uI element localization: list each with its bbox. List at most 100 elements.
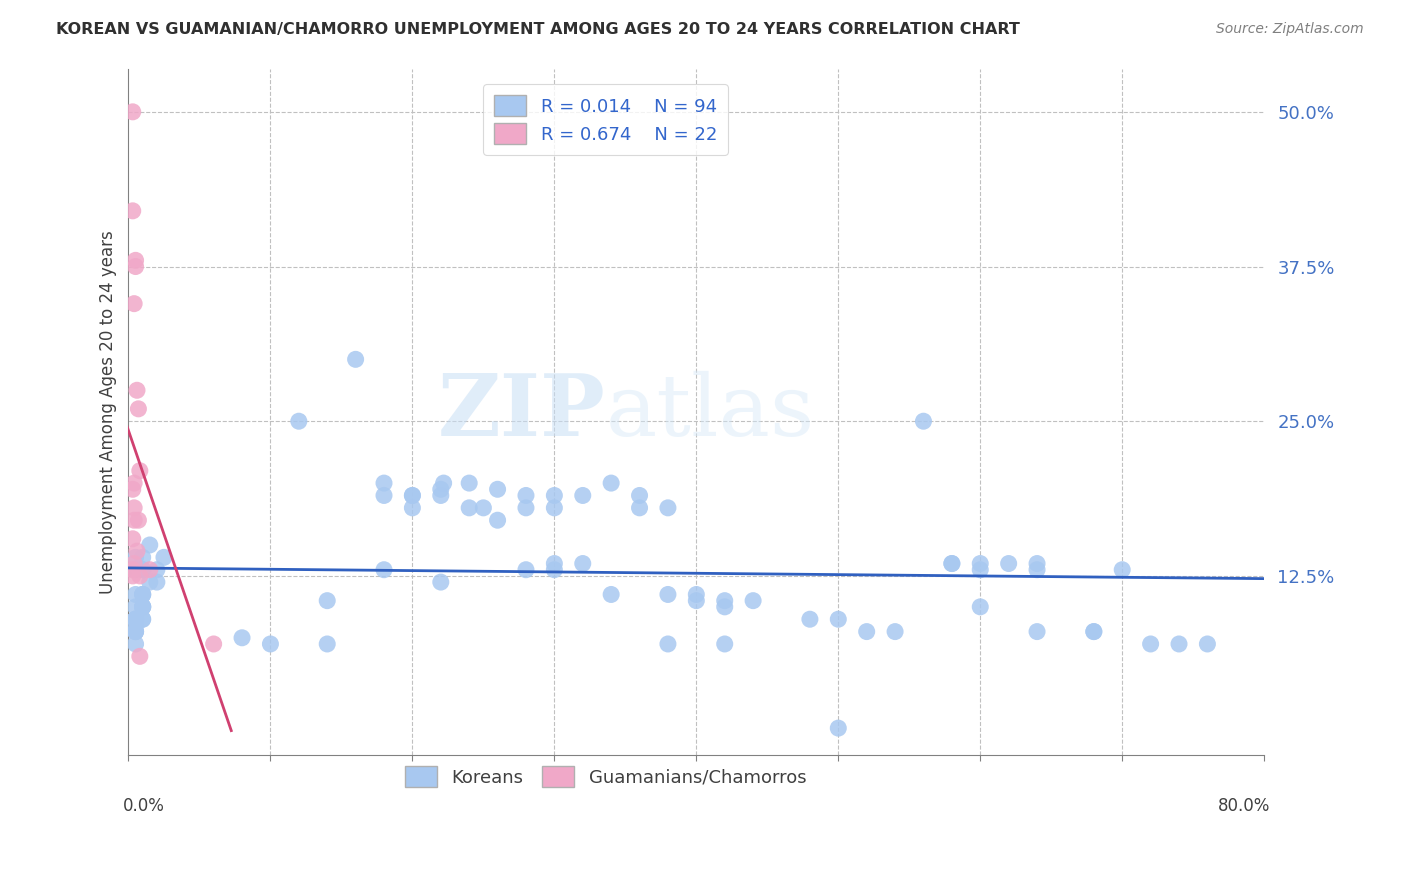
Point	[146, 563, 169, 577]
Point	[458, 476, 481, 491]
Point	[543, 500, 565, 515]
Point	[124, 253, 146, 268]
Point	[1197, 637, 1219, 651]
Point	[125, 544, 148, 558]
Point	[128, 464, 150, 478]
Point	[122, 500, 145, 515]
Text: ZIP: ZIP	[437, 370, 606, 454]
Y-axis label: Unemployment Among Ages 20 to 24 years: Unemployment Among Ages 20 to 24 years	[100, 230, 117, 594]
Point	[472, 500, 495, 515]
Point	[401, 488, 423, 502]
Point	[131, 599, 153, 614]
Point	[373, 476, 395, 491]
Point	[543, 557, 565, 571]
Point	[131, 563, 153, 577]
Point	[827, 721, 849, 735]
Point	[1026, 557, 1049, 571]
Point	[657, 587, 679, 601]
Point	[430, 575, 453, 590]
Point	[124, 637, 146, 651]
Point	[127, 401, 149, 416]
Point	[742, 593, 765, 607]
Point	[1026, 563, 1049, 577]
Point	[131, 612, 153, 626]
Point	[124, 563, 146, 577]
Point	[146, 575, 169, 590]
Point	[153, 550, 176, 565]
Point	[430, 483, 453, 497]
Point	[713, 599, 735, 614]
Point	[122, 296, 145, 310]
Point	[543, 563, 565, 577]
Point	[1111, 563, 1133, 577]
Point	[131, 612, 153, 626]
Point	[131, 587, 153, 601]
Point	[131, 563, 153, 577]
Point	[430, 488, 453, 502]
Point	[124, 612, 146, 626]
Point	[124, 550, 146, 565]
Point	[124, 260, 146, 274]
Point	[628, 488, 651, 502]
Text: KOREAN VS GUAMANIAN/CHAMORRO UNEMPLOYMENT AMONG AGES 20 TO 24 YEARS CORRELATION : KOREAN VS GUAMANIAN/CHAMORRO UNEMPLOYMEN…	[56, 22, 1021, 37]
Point	[401, 500, 423, 515]
Point	[969, 563, 991, 577]
Point	[124, 624, 146, 639]
Point	[969, 557, 991, 571]
Point	[685, 593, 707, 607]
Point	[1083, 624, 1105, 639]
Text: atlas: atlas	[606, 370, 814, 453]
Point	[121, 532, 143, 546]
Point	[125, 384, 148, 398]
Point	[799, 612, 821, 626]
Point	[139, 575, 162, 590]
Point	[884, 624, 907, 639]
Point	[122, 513, 145, 527]
Point	[713, 637, 735, 651]
Point	[1026, 624, 1049, 639]
Point	[433, 476, 456, 491]
Point	[121, 563, 143, 577]
Point	[515, 488, 537, 502]
Point	[316, 637, 339, 651]
Point	[131, 599, 153, 614]
Point	[139, 563, 162, 577]
Point	[124, 587, 146, 601]
Point	[124, 599, 146, 614]
Point	[515, 563, 537, 577]
Point	[131, 587, 153, 601]
Point	[316, 593, 339, 607]
Point	[571, 488, 593, 502]
Point	[131, 587, 153, 601]
Point	[259, 637, 281, 651]
Point	[486, 513, 509, 527]
Point	[121, 569, 143, 583]
Point	[231, 631, 253, 645]
Text: 80.0%: 80.0%	[1218, 797, 1270, 814]
Point	[827, 612, 849, 626]
Point	[124, 612, 146, 626]
Point	[685, 587, 707, 601]
Point	[571, 557, 593, 571]
Point	[628, 500, 651, 515]
Point	[657, 637, 679, 651]
Point	[941, 557, 963, 571]
Point	[401, 488, 423, 502]
Point	[128, 649, 150, 664]
Point	[127, 513, 149, 527]
Point	[124, 612, 146, 626]
Point	[969, 599, 991, 614]
Point	[128, 569, 150, 583]
Point	[600, 476, 623, 491]
Point	[1139, 637, 1161, 651]
Point	[657, 500, 679, 515]
Point	[122, 557, 145, 571]
Point	[121, 483, 143, 497]
Point	[124, 624, 146, 639]
Point	[486, 483, 509, 497]
Point	[121, 203, 143, 218]
Point	[600, 587, 623, 601]
Point	[288, 414, 311, 428]
Point	[124, 624, 146, 639]
Point	[855, 624, 877, 639]
